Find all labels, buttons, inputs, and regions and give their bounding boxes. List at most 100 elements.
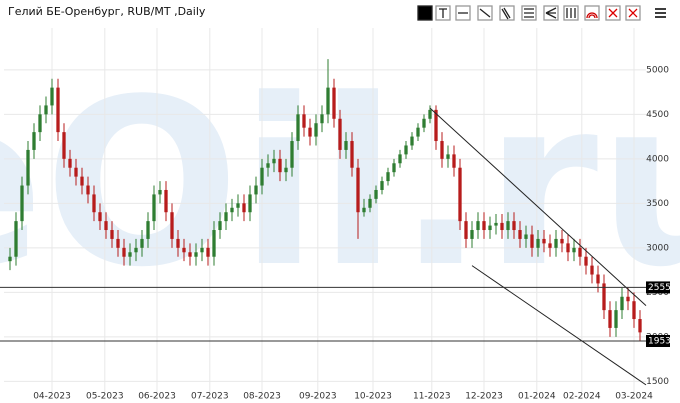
candle-body [392, 163, 396, 173]
menu-button[interactable] [655, 8, 666, 18]
candle-body [290, 141, 294, 168]
hline-tool[interactable] [455, 5, 471, 21]
y-tick-label: 5000 [646, 65, 669, 75]
candle-body [14, 221, 18, 257]
candle-body [68, 158, 72, 168]
candle-body [278, 158, 282, 173]
candle-body [512, 221, 516, 231]
candle-body [380, 181, 384, 190]
candle-body [236, 203, 240, 208]
clear-tool[interactable] [625, 5, 641, 21]
plot [0, 59, 647, 386]
delete-tool[interactable] [605, 5, 621, 21]
candle-body [416, 127, 420, 137]
candle-body [152, 194, 156, 222]
candle-body [530, 234, 534, 248]
candle-body [218, 221, 222, 231]
candle-body [44, 105, 48, 115]
y-tick-label: 1500 [646, 377, 669, 387]
candle-body [272, 158, 276, 164]
x-tick-label: 12-2023 [465, 392, 503, 402]
trendline-tool[interactable] [477, 5, 493, 21]
candle-body [620, 296, 624, 311]
candle-body [116, 238, 120, 248]
candle-body [452, 154, 456, 168]
candle-body [350, 141, 354, 168]
y-tick-label: 4500 [646, 110, 669, 120]
candle-body [314, 123, 318, 137]
candle-body [614, 310, 618, 328]
candle-body [230, 207, 234, 213]
candle-body [548, 243, 552, 248]
candle-body [446, 154, 450, 159]
x-tick-label: 07-2023 [191, 392, 229, 402]
candle-body [464, 221, 468, 239]
candle-body [284, 167, 288, 173]
candle-body [104, 221, 108, 231]
candle-body [440, 141, 444, 159]
candle-body [458, 167, 462, 222]
candle-body [260, 167, 264, 186]
candle-body [80, 176, 84, 186]
trend-line [429, 107, 647, 307]
candle-body [212, 230, 216, 257]
candle-body [98, 212, 102, 222]
x-tick-label: 05-2023 [86, 392, 124, 402]
candle-body [110, 230, 114, 239]
candle-body [146, 221, 150, 239]
x-tick-label: 09-2023 [299, 392, 337, 402]
candle-body [410, 136, 414, 146]
candle-body [26, 149, 30, 186]
candle-body [608, 310, 612, 328]
candle-body [338, 118, 342, 150]
candle-body [50, 87, 54, 106]
candle-body [638, 319, 642, 333]
candle-body [374, 189, 378, 199]
candle-body [632, 301, 636, 320]
candle-body [266, 163, 270, 168]
candle-body [92, 194, 96, 213]
fan-tool[interactable] [543, 5, 559, 21]
candle-body [584, 256, 588, 266]
candle-body [542, 238, 546, 244]
color-tool[interactable] [417, 5, 433, 21]
candle-body [494, 222, 498, 226]
text-tool[interactable] [435, 5, 451, 21]
vlines-tool[interactable] [563, 5, 579, 21]
candle-body [176, 238, 180, 248]
candle-body [578, 247, 582, 257]
candle-body [554, 238, 558, 248]
channel-tool[interactable] [521, 5, 537, 21]
candle-body [254, 185, 258, 195]
candle-body [122, 247, 126, 257]
candle-body [368, 198, 372, 208]
candle-body [164, 189, 168, 213]
candle-body [356, 167, 360, 213]
x-tick-label: 02-2024 [563, 392, 601, 402]
candle-body [194, 252, 198, 257]
candle-body [596, 274, 600, 284]
price-label: 1953 [648, 337, 671, 347]
candle-body [224, 212, 228, 222]
candle-body [572, 247, 576, 253]
watermark: eOil.ru [0, 51, 680, 318]
candle-body [74, 167, 78, 177]
candle-body [566, 243, 570, 253]
arc-tool[interactable] [584, 5, 600, 21]
candle-body [308, 127, 312, 137]
candle-body [404, 145, 408, 155]
grid [4, 28, 646, 392]
candle-body [62, 132, 66, 159]
x-tick-label: 11-2023 [413, 392, 451, 402]
candle-body [182, 247, 186, 253]
ray-tool[interactable] [499, 5, 515, 21]
candle-body [434, 109, 438, 142]
candle-body [602, 283, 606, 311]
candle-body [500, 222, 504, 231]
y-tick-label: 3500 [646, 199, 669, 209]
candle-body [590, 265, 594, 275]
chart-title: Гелий БЕ-Оренбург, RUB/MT ,Daily [8, 5, 206, 18]
x-tick-label: 03-2024 [615, 392, 653, 402]
candle-body [422, 118, 426, 128]
candle-body [518, 230, 522, 239]
